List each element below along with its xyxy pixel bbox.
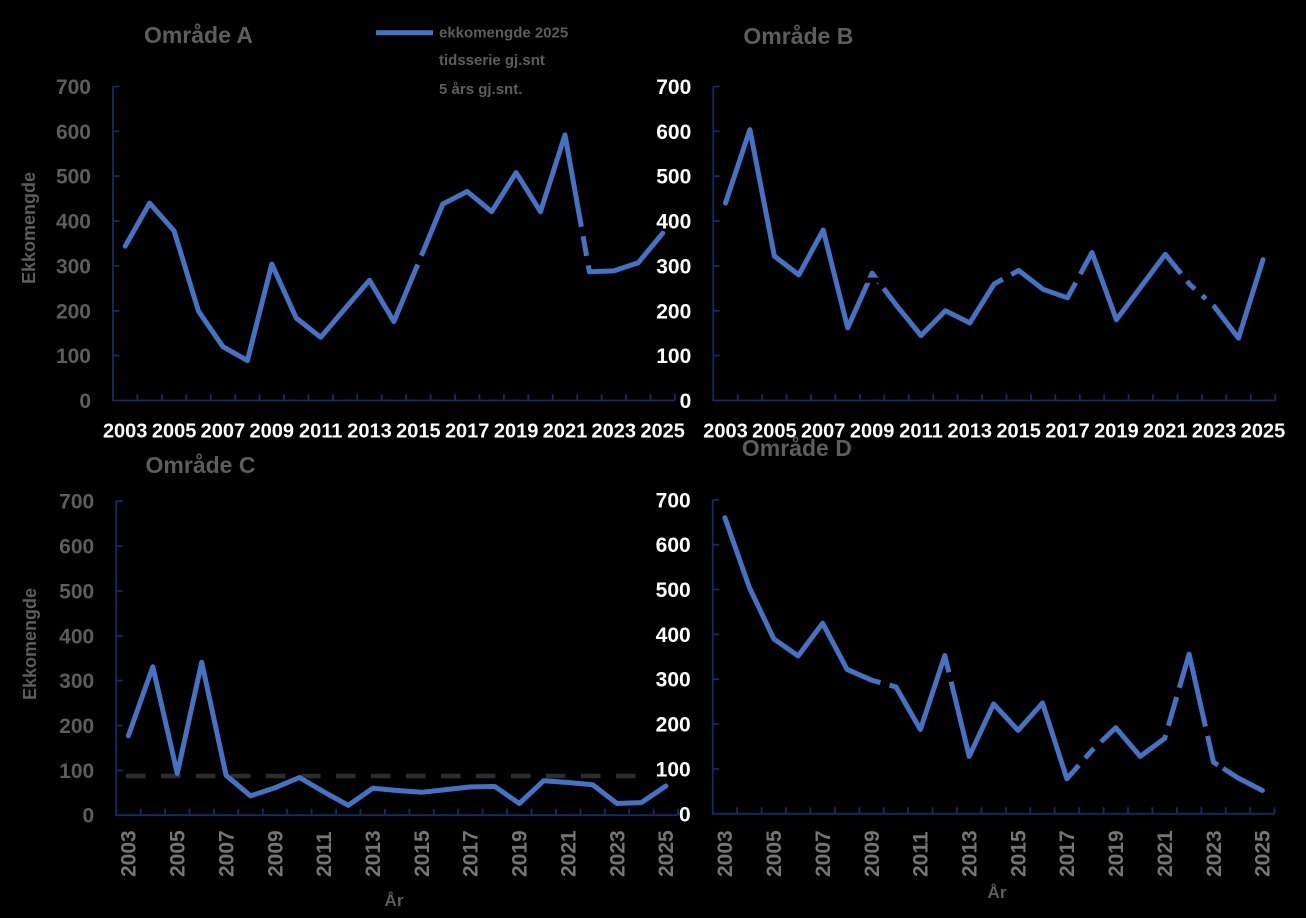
svg-text:300: 300 <box>56 255 91 278</box>
svg-text:2019: 2019 <box>1094 420 1139 442</box>
svg-text:600: 600 <box>59 536 94 559</box>
svg-text:2017: 2017 <box>460 830 483 877</box>
svg-text:2015: 2015 <box>396 420 441 442</box>
svg-text:400: 400 <box>59 625 94 648</box>
svg-text:2011: 2011 <box>299 420 342 442</box>
svg-text:Område D: Område D <box>742 435 852 461</box>
svg-text:2023: 2023 <box>1203 830 1226 877</box>
svg-text:2025: 2025 <box>1252 830 1275 877</box>
svg-text:2015: 2015 <box>1007 830 1030 877</box>
svg-text:100: 100 <box>656 758 691 781</box>
svg-text:0: 0 <box>83 805 95 828</box>
svg-text:2021: 2021 <box>1154 830 1177 877</box>
svg-text:2011: 2011 <box>910 831 933 877</box>
svg-text:200: 200 <box>59 715 94 738</box>
svg-text:2023: 2023 <box>592 420 637 442</box>
svg-text:tidsserie gj.snt: tidsserie gj.snt <box>439 52 545 69</box>
svg-text:2005: 2005 <box>167 830 190 877</box>
svg-text:200: 200 <box>656 300 691 323</box>
svg-text:2017: 2017 <box>1056 830 1079 877</box>
svg-text:0: 0 <box>680 390 692 413</box>
svg-text:2025: 2025 <box>1241 420 1286 442</box>
svg-text:2023: 2023 <box>1192 420 1237 442</box>
svg-text:2019: 2019 <box>494 420 539 442</box>
svg-text:500: 500 <box>56 166 91 189</box>
svg-text:700: 700 <box>656 489 691 512</box>
svg-text:100: 100 <box>59 760 94 783</box>
svg-text:2023: 2023 <box>606 830 629 877</box>
svg-text:2021: 2021 <box>1143 420 1188 442</box>
svg-text:ekkomengde 2025: ekkomengde 2025 <box>439 25 568 42</box>
svg-text:200: 200 <box>656 714 691 737</box>
svg-text:600: 600 <box>656 534 691 557</box>
svg-text:2011: 2011 <box>899 420 942 442</box>
svg-text:Ekkomengde: Ekkomengde <box>19 172 39 284</box>
svg-text:2013: 2013 <box>959 830 982 877</box>
svg-text:200: 200 <box>56 300 91 323</box>
svg-text:2003: 2003 <box>103 420 148 442</box>
svg-text:2025: 2025 <box>655 830 678 877</box>
svg-text:700: 700 <box>59 491 94 514</box>
svg-text:Ekkomengde: Ekkomengde <box>20 588 40 700</box>
svg-text:300: 300 <box>59 670 94 693</box>
svg-text:År: År <box>988 883 1007 902</box>
svg-text:2013: 2013 <box>948 420 993 442</box>
svg-text:400: 400 <box>656 211 691 234</box>
svg-text:2007: 2007 <box>215 830 238 877</box>
svg-text:2003: 2003 <box>714 830 737 877</box>
svg-text:5 års gj.snt.: 5 års gj.snt. <box>439 81 522 98</box>
svg-text:100: 100 <box>56 345 91 368</box>
svg-text:400: 400 <box>656 624 691 647</box>
svg-text:2021: 2021 <box>543 420 588 442</box>
svg-text:2011: 2011 <box>313 831 336 877</box>
svg-text:600: 600 <box>56 121 91 144</box>
svg-text:500: 500 <box>656 166 691 189</box>
svg-text:700: 700 <box>56 76 91 99</box>
svg-text:500: 500 <box>656 579 691 602</box>
svg-text:2017: 2017 <box>1045 420 1090 442</box>
svg-text:100: 100 <box>656 345 691 368</box>
svg-text:2007: 2007 <box>201 420 246 442</box>
svg-text:2009: 2009 <box>850 420 895 442</box>
svg-text:2021: 2021 <box>558 830 581 877</box>
svg-text:2005: 2005 <box>752 420 797 442</box>
svg-text:2019: 2019 <box>509 830 532 877</box>
svg-text:2009: 2009 <box>264 830 287 877</box>
svg-text:400: 400 <box>56 211 91 234</box>
svg-text:Område B: Område B <box>743 23 853 49</box>
svg-text:2025: 2025 <box>640 420 685 442</box>
svg-text:2003: 2003 <box>118 830 141 877</box>
svg-text:2005: 2005 <box>152 420 197 442</box>
svg-text:2013: 2013 <box>362 830 385 877</box>
svg-text:2015: 2015 <box>996 420 1041 442</box>
svg-text:Område A: Område A <box>144 22 253 48</box>
svg-text:2005: 2005 <box>763 830 786 877</box>
svg-text:500: 500 <box>59 580 94 603</box>
svg-text:2017: 2017 <box>445 420 490 442</box>
svg-text:600: 600 <box>656 121 691 144</box>
svg-text:300: 300 <box>656 669 691 692</box>
svg-text:2019: 2019 <box>1105 830 1128 877</box>
svg-text:2007: 2007 <box>801 420 846 442</box>
svg-text:700: 700 <box>656 76 691 99</box>
svg-text:300: 300 <box>656 255 691 278</box>
svg-text:2009: 2009 <box>250 420 295 442</box>
svg-text:2007: 2007 <box>812 830 835 877</box>
svg-text:2009: 2009 <box>861 830 884 877</box>
svg-text:0: 0 <box>79 390 91 413</box>
svg-text:År: År <box>385 891 404 910</box>
svg-text:Område C: Område C <box>146 452 256 478</box>
svg-text:2015: 2015 <box>411 830 434 877</box>
svg-text:2013: 2013 <box>347 420 392 442</box>
svg-text:2003: 2003 <box>703 420 748 442</box>
svg-text:0: 0 <box>679 803 691 826</box>
